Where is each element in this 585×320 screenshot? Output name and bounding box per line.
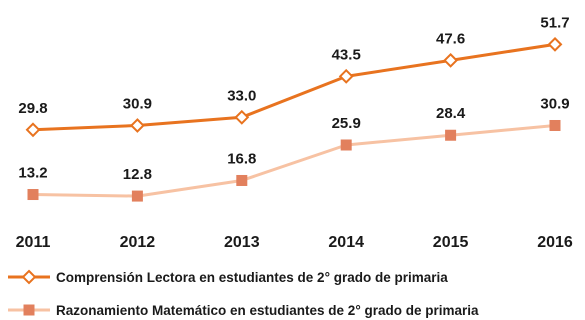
x-tick-2012: 2012 — [120, 234, 156, 251]
x-tick-2015: 2015 — [433, 234, 469, 251]
series-1-line — [32, 42, 556, 132]
series-2-point-2011 — [27, 189, 39, 201]
legend-entry-2: Razonamiento Matemático en estudiantes d… — [8, 303, 479, 318]
series-1-point-2014 — [338, 68, 354, 84]
legend-entry-1: Comprensión Lectora en estudiantes de 2°… — [8, 269, 448, 285]
series-2-label-2014: 25.9 — [332, 115, 361, 132]
legend-label-2: Razonamiento Matemático en estudiantes d… — [56, 303, 479, 318]
series-2-point-2012 — [131, 190, 143, 202]
series-2 — [27, 119, 561, 202]
series-2-point-2014 — [340, 139, 352, 151]
series-1-label-2011: 29.8 — [18, 100, 47, 117]
series-2-label-2011: 13.2 — [18, 165, 47, 182]
legend: Comprensión Lectora en estudiantes de 2°… — [8, 269, 479, 318]
series-1-label-2013: 33.0 — [227, 87, 256, 104]
series-1-point-2016 — [547, 36, 563, 52]
legend-diamond-marker — [21, 269, 37, 285]
x-tick-2011: 2011 — [16, 234, 51, 251]
legend-square-marker — [23, 304, 35, 316]
series-2-point-2016 — [549, 119, 561, 131]
series-1 — [25, 36, 563, 138]
series-2-label-2015: 28.4 — [436, 105, 466, 122]
x-tick-2013: 2013 — [224, 234, 260, 251]
series-2-label-2016: 30.9 — [540, 95, 569, 112]
series-2-label-2012: 12.8 — [123, 166, 152, 183]
series-1-label-2012: 30.9 — [123, 95, 152, 112]
series-2-point-2015 — [445, 129, 457, 141]
x-tick-2014: 2014 — [328, 234, 364, 251]
legend-label-1: Comprensión Lectora en estudiantes de 2°… — [56, 270, 448, 285]
series-1-point-2013 — [234, 109, 250, 125]
series-1-point-2011 — [25, 122, 41, 138]
series-2-line — [32, 123, 556, 198]
x-tick-2016: 2016 — [537, 234, 573, 251]
series-1-point-2012 — [129, 118, 145, 133]
series-layer — [25, 36, 563, 202]
series-2-label-2013: 16.8 — [227, 150, 256, 167]
series-1-label-2015: 47.6 — [436, 30, 465, 47]
series-1-label-2016: 51.7 — [540, 14, 569, 31]
series-1-label-2014: 43.5 — [332, 46, 361, 63]
x-axis-ticks: 2011 2012 2013 2014 2015 2016 — [16, 234, 573, 251]
series-2-point-2013 — [236, 174, 248, 186]
data-labels-layer: 29.8 30.9 33.0 43.5 47.6 51.7 13.2 12.8 16.8 25.9… — [18, 14, 569, 183]
series-1-point-2015 — [443, 52, 459, 68]
